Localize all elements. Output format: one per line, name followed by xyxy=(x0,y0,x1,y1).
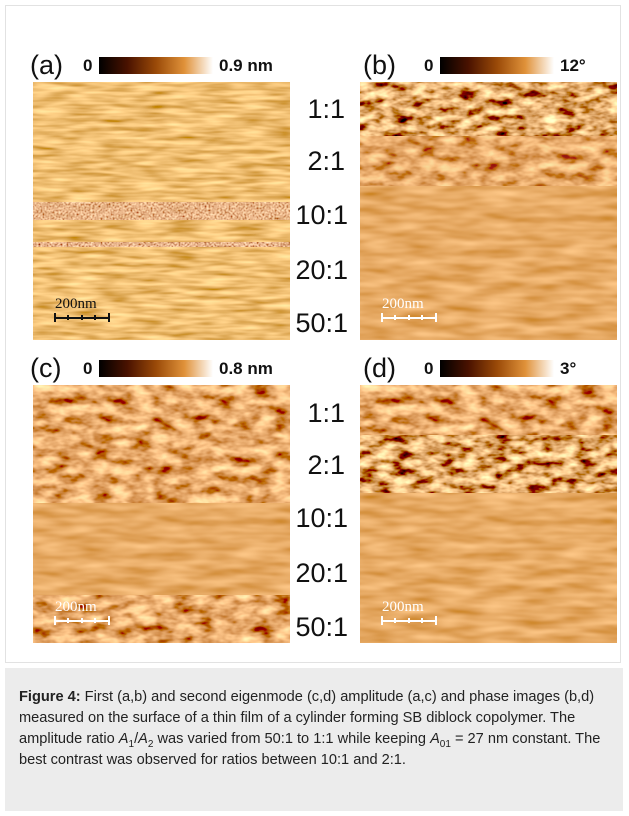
ratio-label: 10:1 xyxy=(278,202,348,229)
ratio-label: 1:1 xyxy=(275,96,345,123)
colorbar-max: 0.8 nm xyxy=(219,360,273,377)
afm-image: 200nm xyxy=(360,385,617,643)
caption: Figure 4: First (a,b) and second eigenmo… xyxy=(5,668,623,811)
colorbar-max: 3° xyxy=(560,360,576,377)
caption-subscript: 01 xyxy=(440,739,451,750)
caption-symbol: A xyxy=(430,731,440,747)
ratio-label: 50:1 xyxy=(278,310,348,337)
panel-label: (d) xyxy=(363,355,396,382)
colorbar-min: 0 xyxy=(83,57,92,74)
panel-label: (a) xyxy=(30,52,63,79)
afm-image: 200nm xyxy=(33,385,290,643)
colorbar-min: 0 xyxy=(424,57,433,74)
panel-label: (c) xyxy=(30,355,61,382)
ratio-label: 50:1 xyxy=(278,614,348,641)
caption-label: Figure 4: xyxy=(19,689,81,705)
colorbar xyxy=(440,360,554,377)
scale-bar-label: 200nm xyxy=(382,296,424,312)
scale-bar-label: 200nm xyxy=(55,599,97,615)
colorbar-min: 0 xyxy=(424,360,433,377)
colorbar-max: 12° xyxy=(560,57,586,74)
ratio-label: 10:1 xyxy=(278,505,348,532)
panel-label: (b) xyxy=(363,52,396,79)
scale-bar-label: 200nm xyxy=(55,296,97,312)
afm-image: 200nm xyxy=(360,82,617,340)
colorbar xyxy=(440,57,554,74)
colorbar xyxy=(99,57,213,74)
colorbar xyxy=(99,360,213,377)
caption-symbol: A xyxy=(138,731,148,747)
page: {"figure": {"rows": [ {"ratios": ["1:1",… xyxy=(0,0,629,816)
ratio-label: 20:1 xyxy=(278,257,348,284)
ratio-label: 1:1 xyxy=(275,400,345,427)
colorbar-max: 0.9 nm xyxy=(219,57,273,74)
caption-symbol: A xyxy=(119,731,129,747)
ratio-label: 2:1 xyxy=(275,148,345,175)
afm-image: 200nm xyxy=(33,82,290,340)
caption-text: was varied from 50:1 to 1:1 while keepin… xyxy=(153,731,430,747)
ratio-label: 20:1 xyxy=(278,560,348,587)
scale-bar-label: 200nm xyxy=(382,599,424,615)
colorbar-min: 0 xyxy=(83,360,92,377)
ratio-label: 2:1 xyxy=(275,452,345,479)
